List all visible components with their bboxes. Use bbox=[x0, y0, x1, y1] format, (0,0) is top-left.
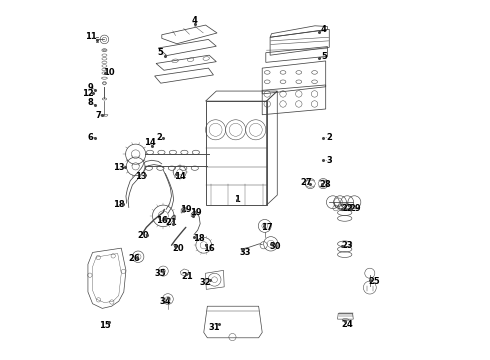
Text: 23: 23 bbox=[342, 241, 353, 250]
Text: 7: 7 bbox=[95, 111, 101, 120]
Text: 19: 19 bbox=[190, 208, 201, 217]
Text: 20: 20 bbox=[173, 244, 184, 253]
Text: 32: 32 bbox=[200, 278, 211, 287]
Text: 21: 21 bbox=[182, 272, 194, 281]
Text: 12: 12 bbox=[82, 89, 94, 98]
Text: 25: 25 bbox=[368, 276, 380, 285]
Text: 5: 5 bbox=[321, 52, 327, 61]
Text: 21: 21 bbox=[166, 218, 177, 227]
Text: 13: 13 bbox=[135, 172, 147, 181]
Text: 3: 3 bbox=[326, 156, 332, 165]
Text: 11: 11 bbox=[85, 32, 97, 41]
Text: 13: 13 bbox=[113, 163, 124, 172]
Text: 8: 8 bbox=[88, 98, 94, 107]
Text: 4: 4 bbox=[321, 25, 327, 34]
Text: 4: 4 bbox=[192, 16, 198, 25]
Text: 16: 16 bbox=[203, 244, 215, 253]
Text: 33: 33 bbox=[239, 248, 251, 257]
Text: 30: 30 bbox=[270, 242, 281, 251]
Text: 1: 1 bbox=[234, 195, 240, 204]
Text: 22: 22 bbox=[342, 204, 353, 213]
Text: 34: 34 bbox=[160, 297, 171, 306]
Text: 18: 18 bbox=[113, 200, 124, 209]
Text: 28: 28 bbox=[320, 180, 332, 189]
Text: 20: 20 bbox=[137, 231, 148, 240]
Text: 29: 29 bbox=[350, 204, 361, 213]
Text: 27: 27 bbox=[301, 178, 313, 187]
Text: 15: 15 bbox=[99, 321, 111, 330]
Text: 14: 14 bbox=[174, 172, 186, 181]
Text: 16: 16 bbox=[156, 216, 168, 225]
Text: 10: 10 bbox=[103, 68, 115, 77]
Text: 19: 19 bbox=[180, 205, 192, 214]
Text: 24: 24 bbox=[342, 320, 353, 329]
Text: 2: 2 bbox=[157, 133, 163, 142]
Text: 26: 26 bbox=[129, 254, 141, 263]
Text: 6: 6 bbox=[88, 133, 94, 142]
Text: 31: 31 bbox=[209, 323, 221, 332]
Text: 17: 17 bbox=[261, 223, 272, 232]
Text: 2: 2 bbox=[326, 133, 332, 142]
Text: 18: 18 bbox=[193, 234, 204, 243]
Text: 9: 9 bbox=[88, 83, 94, 92]
Text: 14: 14 bbox=[144, 138, 156, 147]
Text: 35: 35 bbox=[155, 269, 167, 278]
Text: 5: 5 bbox=[158, 48, 164, 57]
